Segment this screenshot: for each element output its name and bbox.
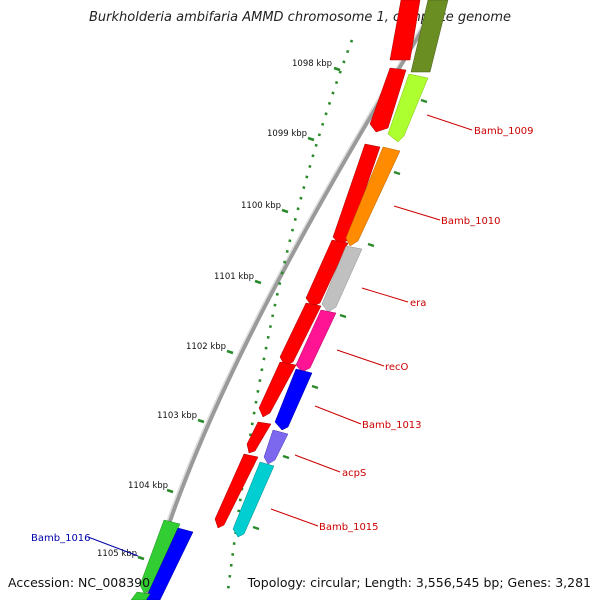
gene-block-bamb-1013 <box>274 368 313 431</box>
cds-arrow <box>214 453 259 529</box>
gene-block-1017 <box>144 527 194 600</box>
gene-block-1018 <box>130 591 151 600</box>
tick-label-1101: 1101 kbp <box>214 272 254 282</box>
cds-arrow <box>246 421 272 454</box>
gene-label-bamb-1013[interactable]: Bamb_1013 <box>362 420 422 431</box>
tick-label-1100: 1100 kbp <box>241 201 281 211</box>
scale-ticks <box>137 66 341 561</box>
cds-arrow <box>258 361 297 418</box>
gene-label-bamb-1009[interactable]: Bamb_1009 <box>474 126 534 137</box>
cds-features-red[interactable] <box>214 0 421 529</box>
minor-ticks <box>252 98 428 531</box>
tick-mark <box>333 66 341 72</box>
gene-block-bamb-1010 <box>345 146 401 247</box>
tick-label-1102: 1102 kbp <box>186 342 226 352</box>
gene-label-bamb-1015[interactable]: Bamb_1015 <box>319 522 379 533</box>
tick-label-1104: 1104 kbp <box>128 481 168 491</box>
gene-block-bamb-1015 <box>232 461 275 538</box>
gene-label-era[interactable]: era <box>410 298 426 309</box>
gene-label-reco[interactable]: recO <box>385 362 409 373</box>
cds-features-colored[interactable] <box>130 0 449 600</box>
tick-mark <box>197 418 205 424</box>
gene-block-bamb-1009 <box>387 73 429 143</box>
accession-text: Accession: NC_008390 <box>8 575 151 590</box>
gene-block-bamb-1016 <box>139 519 181 594</box>
cds-arrow <box>389 0 421 61</box>
gene-label-acps[interactable]: acpS <box>342 468 366 479</box>
gene-block-reco <box>295 309 337 373</box>
label-leaders <box>270 114 473 527</box>
tick-mark <box>254 279 262 285</box>
gene-block-era <box>321 245 363 313</box>
tick-label-1098: 1098 kbp <box>292 59 332 69</box>
gene-label-bamb-1016[interactable]: Bamb_1016 <box>31 533 91 544</box>
tick-mark <box>166 488 174 494</box>
tick-label-1103: 1103 kbp <box>157 411 197 421</box>
gene-block-acps <box>263 429 289 465</box>
tick-mark <box>137 555 145 561</box>
tick-label-1105: 1105 kbp <box>97 549 137 559</box>
tick-mark <box>281 208 289 214</box>
tick-mark <box>307 136 315 142</box>
cds-arrow <box>369 67 407 133</box>
label-leader-bamb-1016 <box>87 536 139 557</box>
gene-block-1008 <box>410 0 449 73</box>
topology-text: Topology: circular; Length: 3,556,545 bp… <box>247 575 591 590</box>
tick-label-1099: 1099 kbp <box>267 129 307 139</box>
gene-label-bamb-1010[interactable]: Bamb_1010 <box>441 216 501 227</box>
tick-mark <box>226 349 234 355</box>
